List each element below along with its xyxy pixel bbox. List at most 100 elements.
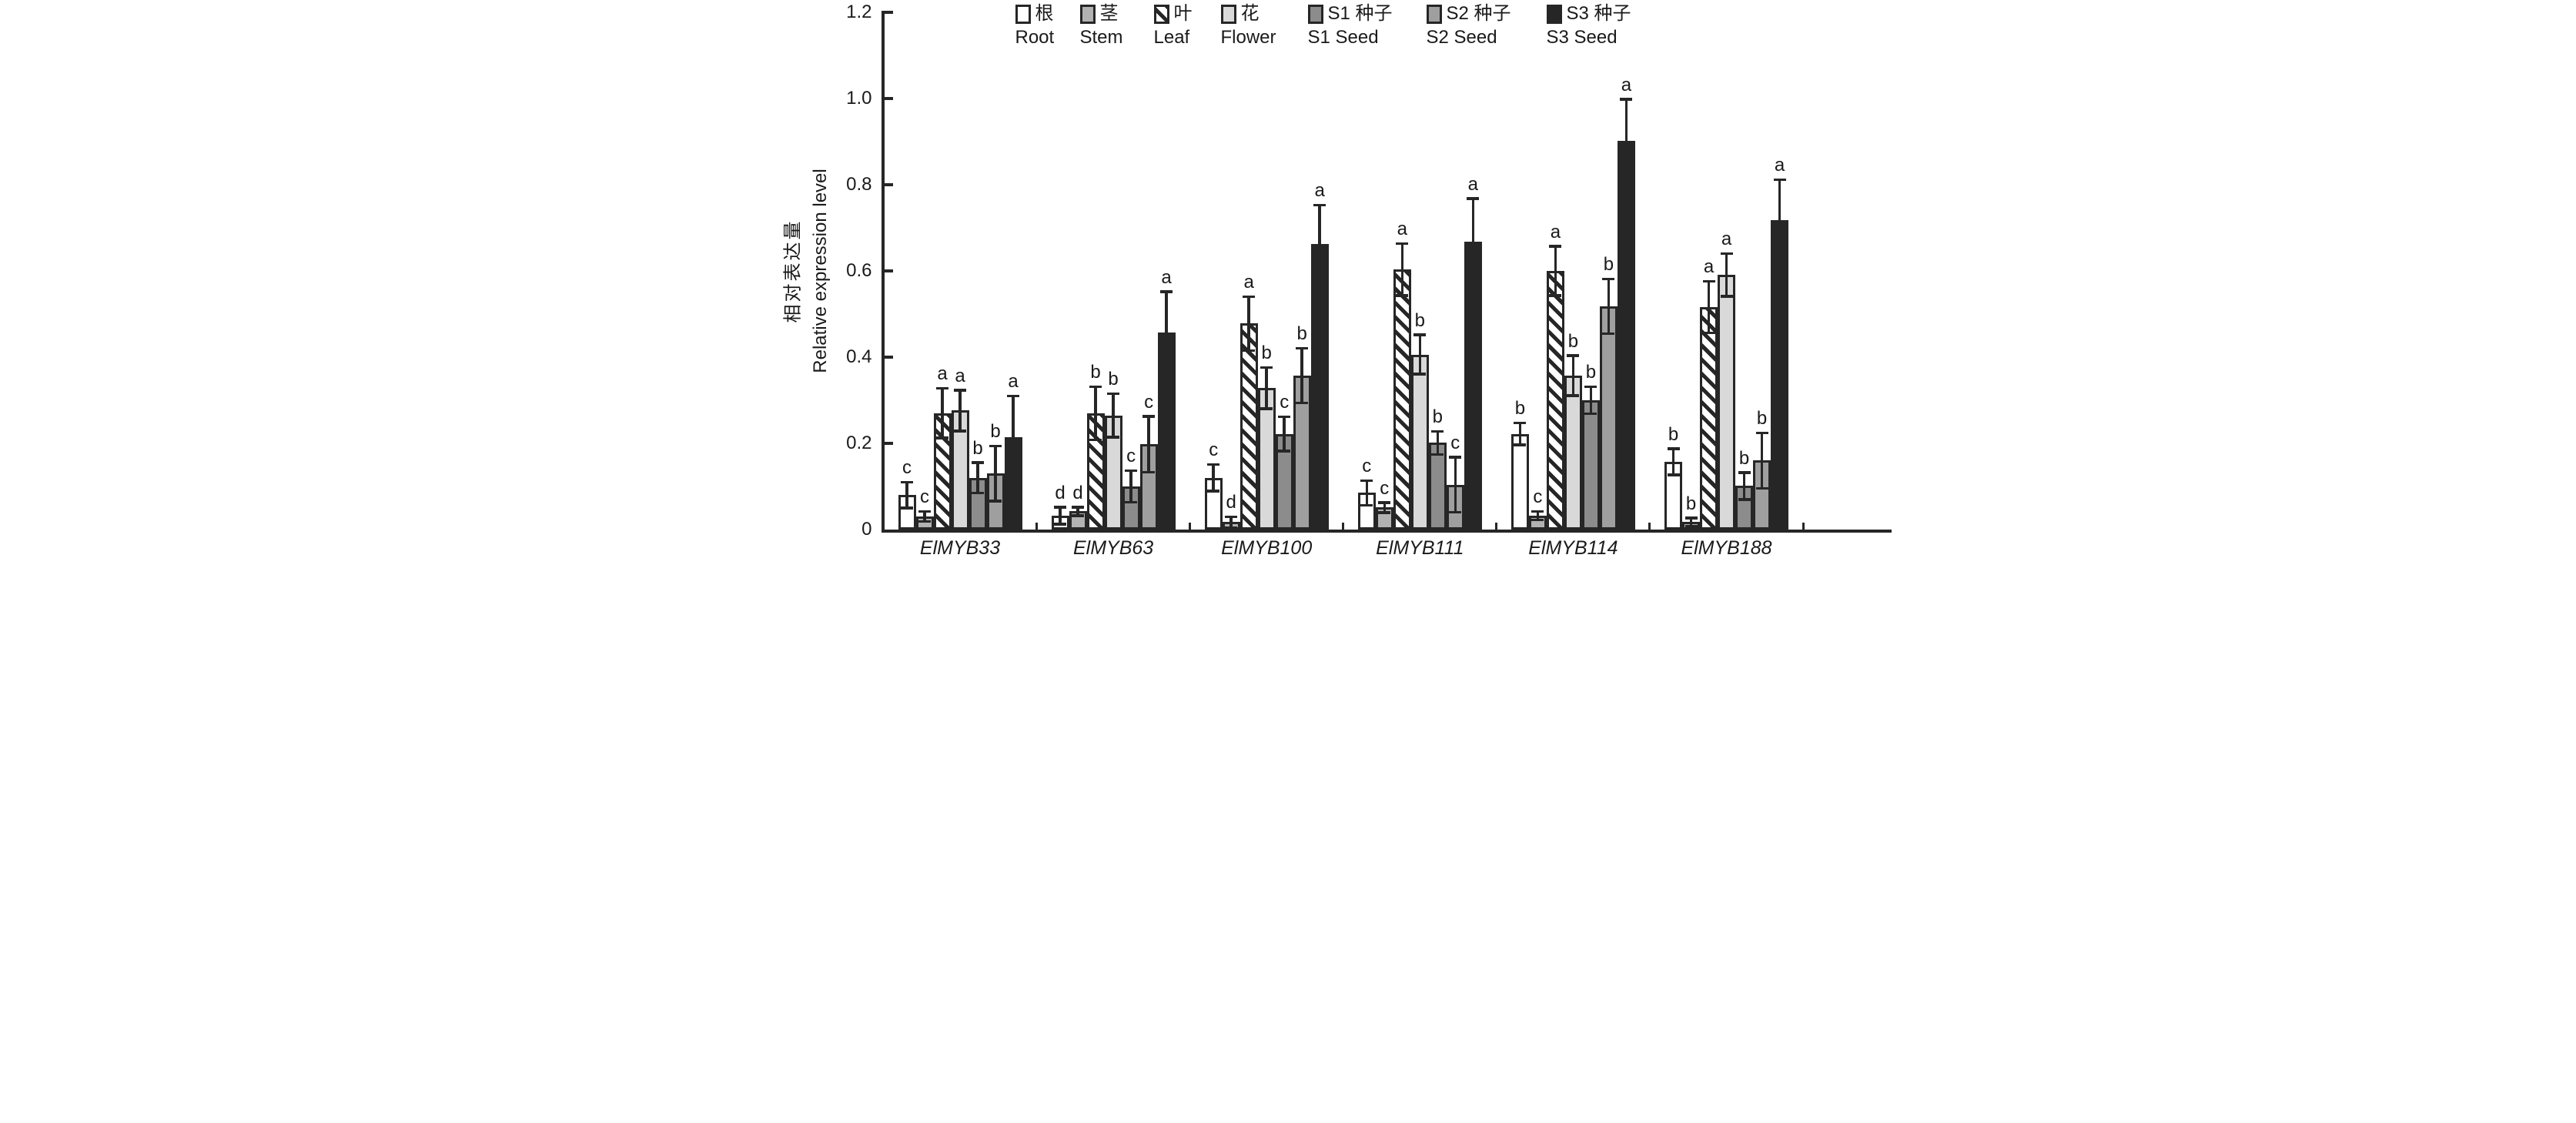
y-tick-label-0.2: 0.2 [846,433,872,453]
x-axis-separator-tick-0 [1035,523,1039,530]
error-cap-bottom-ElMYB33-stem [918,520,931,523]
error-bar-ElMYB111-s2-seed [1454,456,1457,513]
error-bar-ElMYB33-s2-seed [994,446,997,502]
bar-ElMYB114-leaf [1546,271,1564,530]
error-cap-top-ElMYB111-stem [1378,501,1391,504]
error-cap-top-ElMYB63-flower [1107,392,1120,396]
error-cap-bottom-ElMYB33-s3-seed [1007,476,1019,480]
x-category-label-ElMYB33: ElMYB33 [919,537,1001,559]
error-cap-bottom-ElMYB100-flower [1260,407,1273,410]
y-tick-label-0: 0 [861,519,872,540]
legend-label-en-root: Root [1015,27,1055,48]
x-axis-separator-tick-3 [1495,523,1498,530]
error-cap-top-ElMYB114-s2-seed [1602,277,1615,281]
root-swatch-icon [1015,4,1031,24]
bar-ElMYB188-flower [1718,275,1735,530]
bar-ElMYB188-leaf [1700,307,1718,530]
flower-swatch-icon [1220,4,1236,24]
legend-label-zh-leaf: 叶 [1173,3,1193,24]
error-cap-bottom-ElMYB111-s3-seed [1467,282,1480,286]
legend-row-leaf: 叶 [1153,3,1193,25]
y-tick-mark-0.8 [882,183,893,186]
s3-seed-swatch-icon [1546,4,1562,24]
error-bar-ElMYB100-s3-seed [1318,205,1321,284]
error-cap-bottom-ElMYB111-s2-seed [1449,510,1462,514]
error-cap-top-ElMYB188-flower [1720,252,1733,256]
significance-letter-ElMYB188-s1-seed: b [1738,447,1750,469]
bar-ElMYB111-s1-seed [1428,443,1447,530]
error-cap-bottom-ElMYB100-s3-seed [1313,282,1326,285]
error-cap-top-ElMYB111-s2-seed [1449,456,1462,459]
error-cap-bottom-ElMYB111-stem [1378,511,1391,514]
error-cap-bottom-ElMYB63-root [1054,523,1067,526]
error-bar-ElMYB111-root [1365,480,1369,506]
error-bar-ElMYB33-leaf [941,388,944,439]
legend-label-zh-root: 根 [1035,3,1054,24]
error-bar-ElMYB188-s1-seed [1742,472,1746,500]
error-cap-bottom-ElMYB114-flower [1567,394,1580,397]
x-axis-separator-tick-4 [1648,523,1651,530]
error-bar-ElMYB114-s2-seed [1607,279,1611,334]
error-cap-top-ElMYB188-root [1667,447,1680,450]
error-cap-top-ElMYB100-s3-seed [1313,203,1326,207]
significance-letter-ElMYB114-s1-seed: b [1585,362,1597,383]
error-bar-ElMYB63-s1-seed [1129,470,1132,503]
x-category-label-ElMYB111: ElMYB111 [1376,537,1464,559]
bar-ElMYB114-flower [1564,376,1582,530]
significance-letter-ElMYB114-flower: b [1567,330,1579,352]
error-bar-ElMYB188-flower [1725,253,1728,297]
error-cap-top-ElMYB114-leaf [1549,245,1562,248]
legend-entry-s1-seed: S1 种子 S1 Seed [1307,3,1393,48]
x-category-label-ElMYB114: ElMYB114 [1528,537,1618,559]
legend-row-s2-seed: S2 种子 [1426,3,1511,25]
legend-label-en-leaf: Leaf [1153,27,1190,48]
significance-letter-ElMYB111-flower: b [1414,309,1425,331]
significance-letter-ElMYB63-s2-seed: c [1144,391,1154,413]
error-bar-ElMYB63-s2-seed [1147,416,1150,473]
bar-ElMYB111-flower [1410,354,1429,530]
error-cap-top-ElMYB188-stem [1684,516,1698,520]
significance-letter-ElMYB63-s3-seed: a [1161,266,1172,288]
error-cap-bottom-ElMYB188-leaf [1702,331,1715,335]
significance-letter-ElMYB100-flower: b [1261,343,1272,364]
error-cap-top-ElMYB33-root [901,480,913,484]
significance-letter-ElMYB111-stem: c [1380,477,1390,499]
bar-ElMYB111-leaf [1393,269,1411,530]
significance-letter-ElMYB100-s3-seed: a [1314,180,1325,202]
significance-letter-ElMYB63-stem: d [1072,482,1083,503]
error-bar-ElMYB100-s1-seed [1283,416,1286,452]
error-cap-top-ElMYB63-leaf [1089,385,1102,389]
error-cap-top-ElMYB188-s2-seed [1755,431,1768,434]
error-cap-top-ElMYB111-root [1360,479,1373,483]
error-cap-top-ElMYB33-s2-seed [989,444,1002,448]
s1-seed-swatch-icon [1307,4,1323,24]
significance-letter-ElMYB63-s1-seed: c [1126,446,1136,467]
legend-row-flower: 花 [1220,3,1276,25]
error-cap-top-ElMYB100-flower [1260,366,1273,369]
error-cap-top-ElMYB114-s1-seed [1584,385,1597,389]
legend-label-zh-s2-seed: S2 种子 [1446,3,1511,24]
legend-label-en-s1-seed: S1 Seed [1307,27,1379,48]
significance-letter-ElMYB33-s1-seed: b [972,437,983,459]
x-axis-line [881,530,1892,533]
x-axis-separator-tick-2 [1342,523,1345,530]
significance-letter-ElMYB111-root: c [1362,456,1372,477]
error-cap-top-ElMYB111-s1-seed [1431,429,1444,433]
error-bar-ElMYB63-root [1059,506,1062,525]
legend-row-s3-seed: S3 种子 [1546,3,1631,25]
leaf-swatch-icon [1153,4,1169,24]
error-bar-ElMYB33-s3-seed [1012,396,1015,478]
significance-letter-ElMYB188-root: b [1668,423,1679,445]
error-cap-bottom-ElMYB114-leaf [1549,294,1562,297]
significance-letter-ElMYB114-root: b [1514,398,1526,419]
error-bar-ElMYB100-s2-seed [1300,348,1303,403]
error-cap-top-ElMYB188-s1-seed [1738,471,1751,474]
error-cap-top-ElMYB114-stem [1531,510,1544,513]
significance-letter-ElMYB100-leaf: a [1243,272,1254,293]
error-cap-bottom-ElMYB33-s1-seed [972,491,984,495]
error-bar-ElMYB63-s3-seed [1165,291,1168,373]
bar-ElMYB188-s3-seed [1771,220,1788,530]
significance-letter-ElMYB111-s2-seed: c [1450,432,1460,453]
stem-swatch-icon [1079,4,1096,24]
bar-ElMYB114-s1-seed [1581,400,1600,530]
